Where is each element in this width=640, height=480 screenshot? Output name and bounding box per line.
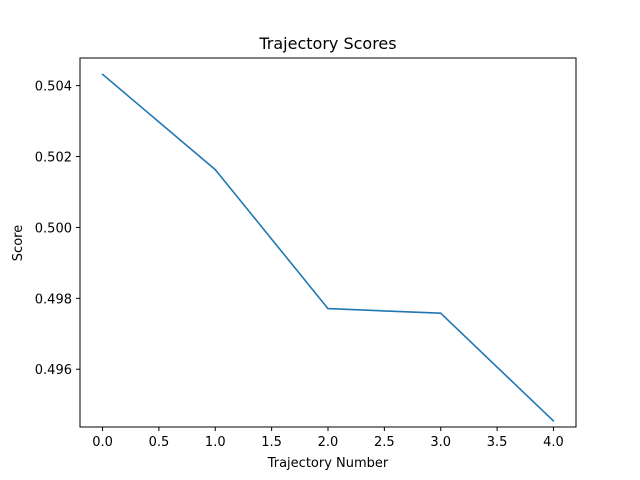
y-axis: 0.496 0.498 0.500 0.502 0.504 <box>35 80 80 378</box>
x-axis-label: Trajectory Number <box>267 456 389 471</box>
plot-area <box>101 73 555 422</box>
y-tick-label: 0.498 <box>35 292 72 307</box>
data-point <box>439 312 442 315</box>
x-axis: 0.0 0.5 1.0 1.5 2.0 2.5 3.0 3.5 4.0 <box>92 427 564 450</box>
x-tick-label: 0.0 <box>92 435 113 450</box>
x-tick-label: 1.5 <box>261 435 282 450</box>
x-tick-label: 4.0 <box>543 435 564 450</box>
data-point <box>214 168 217 171</box>
y-tick-label: 0.504 <box>35 80 72 95</box>
x-tick-label: 0.5 <box>149 435 170 450</box>
chart-title: Trajectory Scores <box>258 34 396 53</box>
x-tick-label: 3.5 <box>487 435 508 450</box>
y-tick-label: 0.502 <box>35 151 72 166</box>
x-tick-label: 3.0 <box>430 435 451 450</box>
x-tick-label: 2.0 <box>318 435 339 450</box>
x-tick-label: 2.5 <box>374 435 395 450</box>
data-point <box>552 420 555 422</box>
y-axis-label: Score <box>11 225 26 261</box>
y-tick-label: 0.500 <box>35 221 72 236</box>
data-point <box>101 73 104 76</box>
y-tick-label: 0.496 <box>35 363 72 378</box>
x-tick-label: 1.0 <box>205 435 226 450</box>
data-point <box>327 307 329 310</box>
